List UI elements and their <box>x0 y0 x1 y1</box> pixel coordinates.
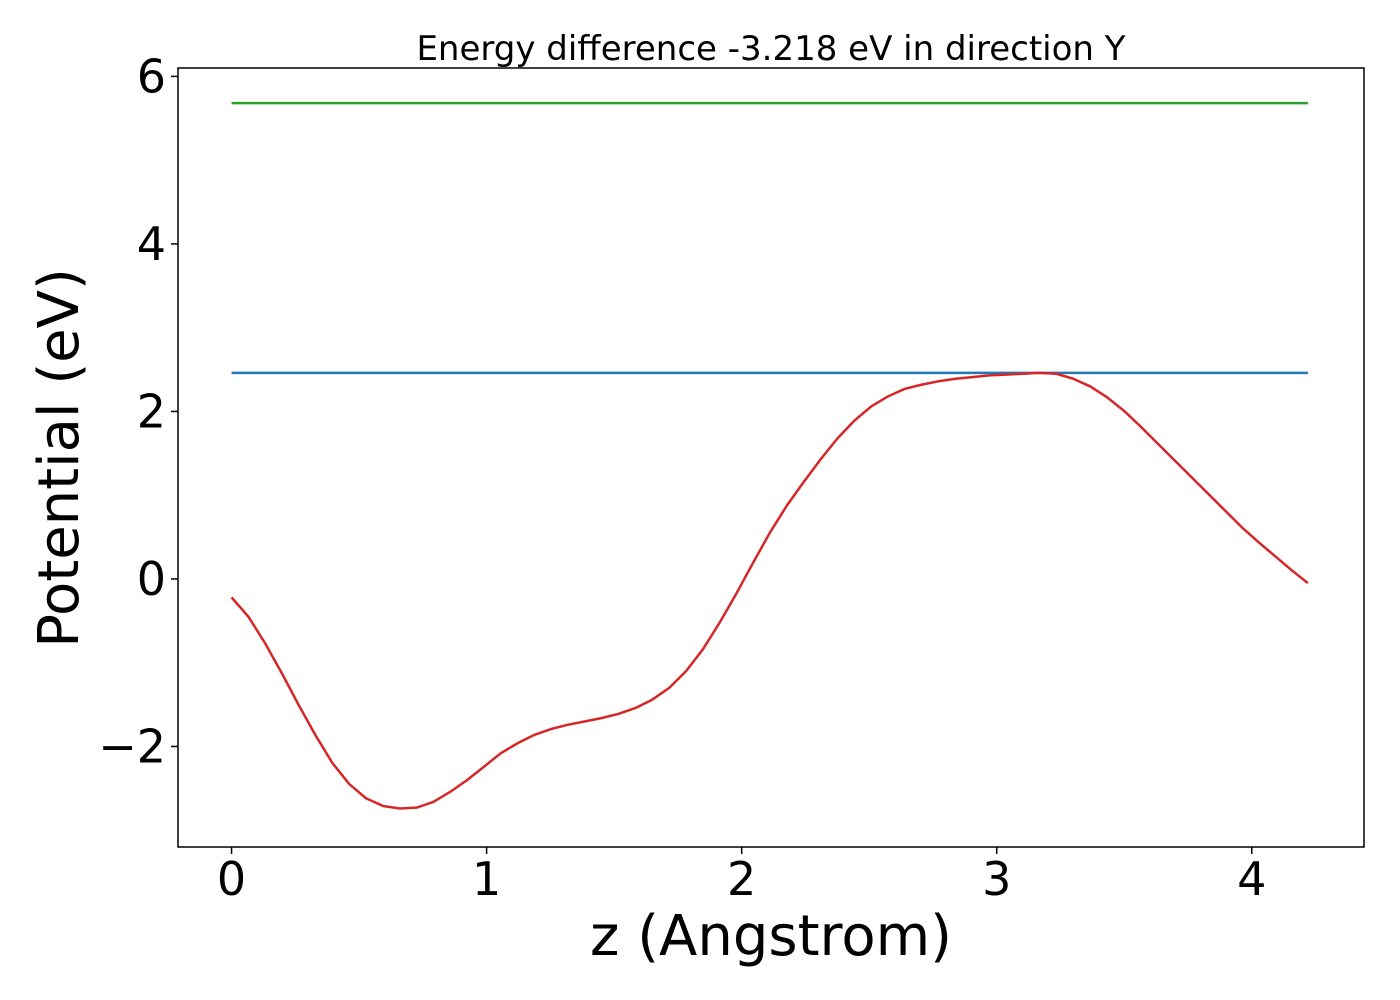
x-tick-label: 2 <box>727 852 756 906</box>
y-tick-label: 4 <box>137 217 166 271</box>
x-tick-label: 0 <box>217 852 246 906</box>
series-line-red <box>230 371 1309 810</box>
y-tick-label: 2 <box>137 384 166 438</box>
plot-frame <box>177 67 1365 848</box>
x-tick-label: 3 <box>982 852 1011 906</box>
x-axis-label: z (Angstrom) <box>590 904 952 969</box>
chart-title: Energy difference -3.218 eV in direction… <box>416 29 1125 69</box>
y-tick-label: −2 <box>98 719 166 773</box>
y-axis-label: Potential (eV) <box>27 268 92 648</box>
y-tick-label: 0 <box>137 552 166 606</box>
ticks-layer: 0 1 2 3 4 −2 0 2 4 6 <box>98 49 1266 906</box>
x-tick-label: 4 <box>1237 852 1266 906</box>
x-tick-label: 1 <box>472 852 501 906</box>
y-tick-label: 6 <box>137 49 166 103</box>
series-layer <box>230 101 1309 810</box>
